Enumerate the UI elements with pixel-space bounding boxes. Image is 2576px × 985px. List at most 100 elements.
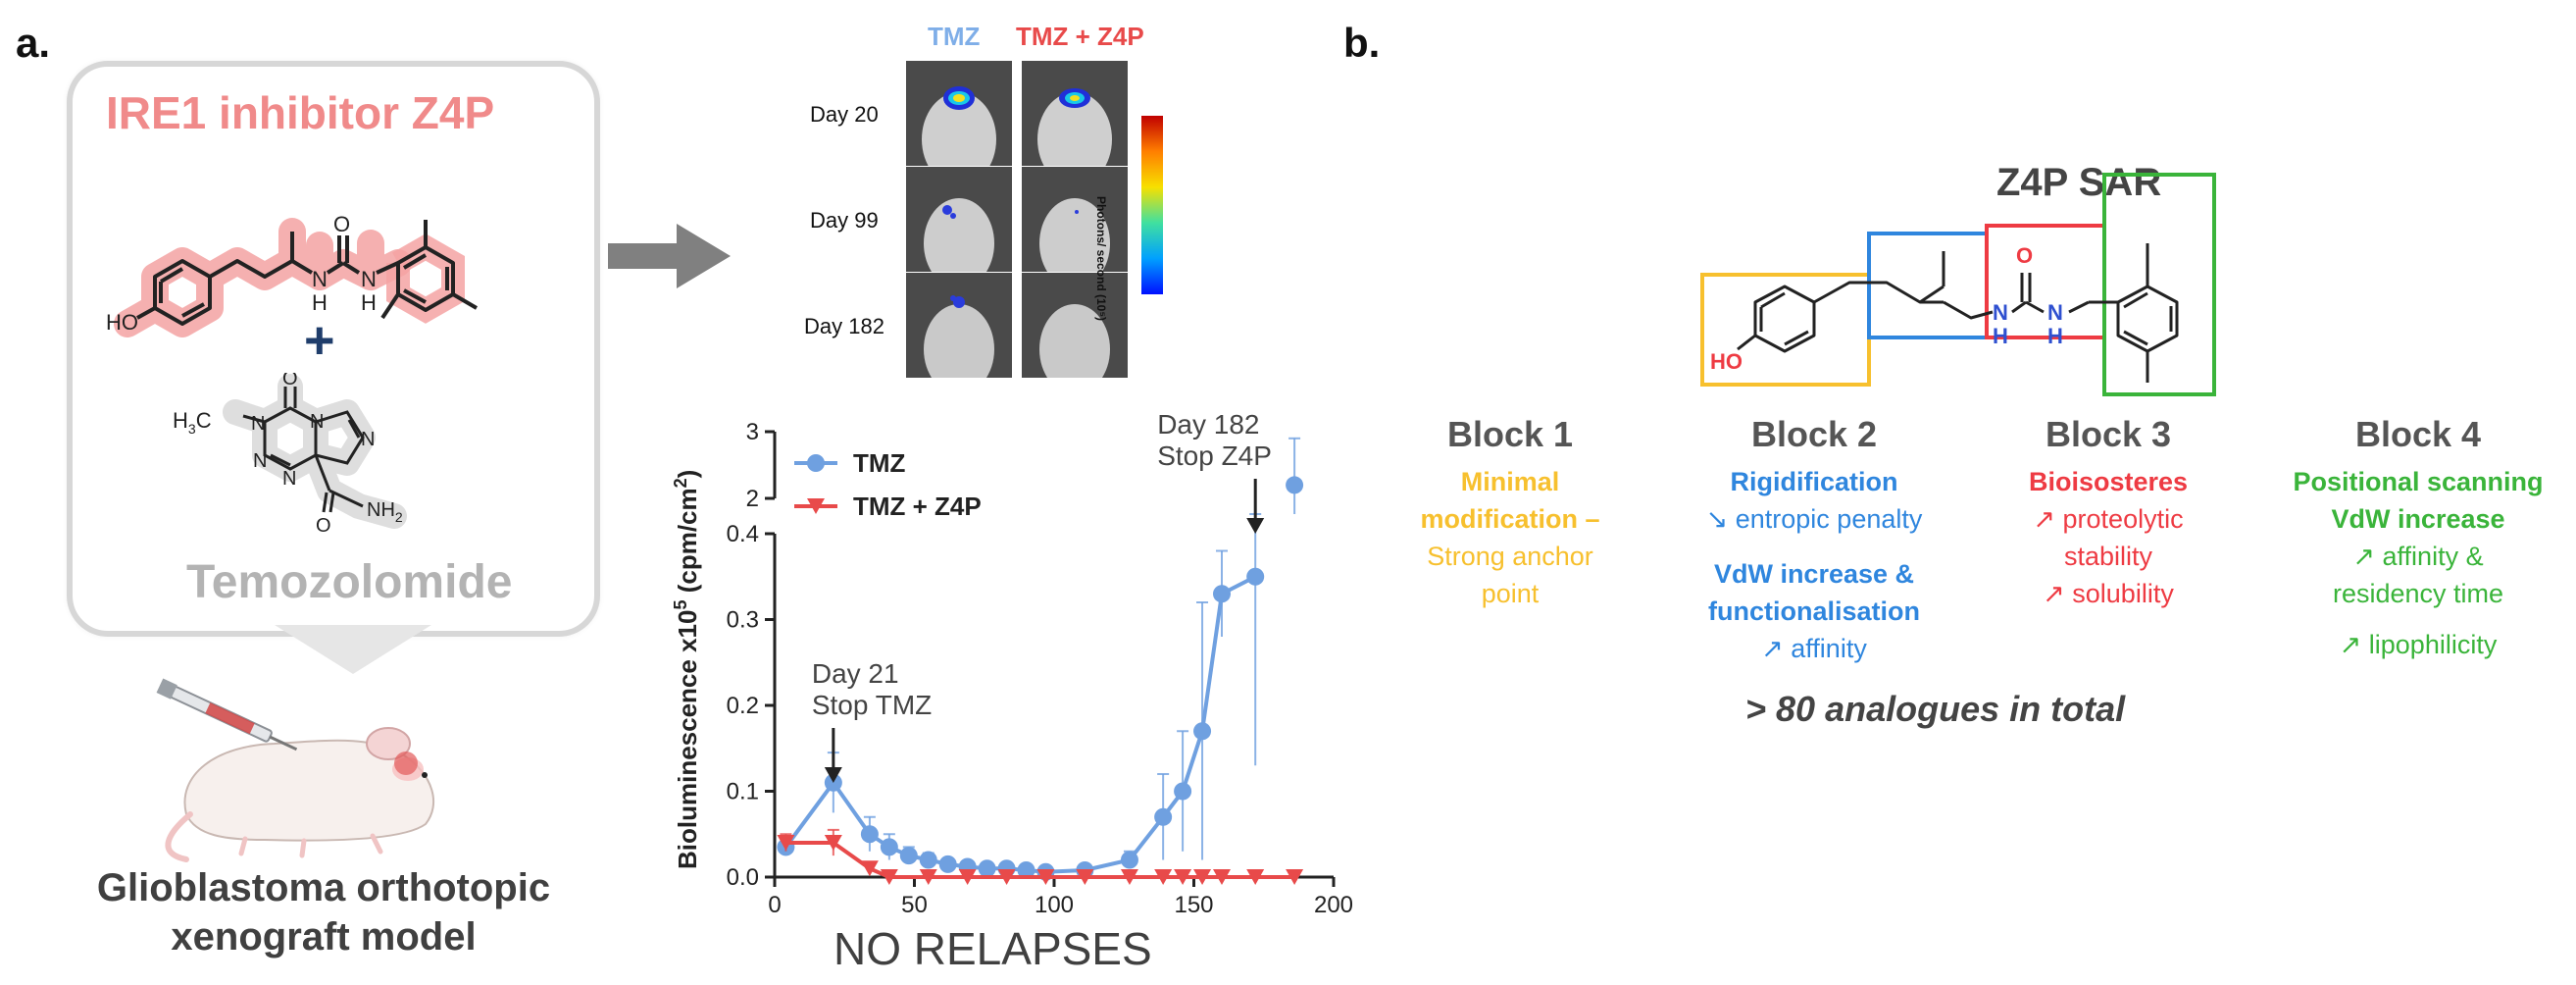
y-axis-label-part: 2 (671, 478, 690, 488)
z4p-structure: HO N H N H O (106, 212, 479, 337)
data-point-1 (1154, 869, 1173, 885)
block-4-line-2: residency time (2332, 579, 2504, 608)
y-axis-label-part: 5 (671, 600, 690, 610)
data-point-0 (1017, 861, 1035, 879)
data-point-0 (880, 838, 898, 856)
mouse-illustration (156, 678, 434, 862)
imaging-col-tmz: TMZ (928, 22, 981, 51)
block-4-heading-2: VdW increase (2331, 504, 2505, 534)
y-tick-label: 0.2 (727, 693, 759, 719)
block-2: Block 2 Rigidification ↘ entropic penalt… (1667, 414, 1961, 667)
sar-o-atom: O (2016, 243, 2033, 268)
legend-marker-1 (807, 498, 825, 514)
drug-combination-box (67, 61, 600, 637)
annotation-arrowhead-1 (1246, 518, 1265, 534)
no-relapses-text: NO RELAPSES (833, 923, 1152, 974)
y-tick-label-upper: 2 (746, 486, 759, 512)
data-point-1 (1286, 869, 1304, 885)
colorbar-label: Photons/ second (10⁵) (1094, 196, 1108, 321)
colorbar (1141, 116, 1163, 294)
imaging-row-day182: Day 182 (804, 314, 884, 338)
model-title: Glioblastoma orthotopic xenograft model (39, 863, 608, 961)
block-1-heading-2: modification – (1420, 504, 1600, 534)
tmz-h3c-atom: H3C (173, 408, 212, 437)
bioluminescence-chart: 0501001502000.00.10.20.30.423DaysBiolumi… (671, 409, 1353, 918)
data-point-1 (1120, 869, 1138, 885)
inhibitor-title: IRE1 inhibitor Z4P (106, 87, 495, 138)
y-axis-label-part: ) (673, 470, 702, 479)
legend-label-0: TMZ (853, 448, 906, 478)
model-line-1: Glioblastoma orthotopic (96, 866, 551, 909)
annotation-0-line-1: Stop TMZ (812, 690, 932, 720)
z4p-h2-atom: H (361, 290, 377, 315)
annotation-1-line-1: Stop Z4P (1157, 441, 1272, 471)
right-arrow (608, 224, 731, 288)
x-tick-label: 100 (1035, 892, 1074, 918)
data-point-1 (958, 869, 977, 885)
y-tick-label: 0.0 (727, 864, 759, 891)
analogues-total: > 80 analogues in total (1745, 689, 2126, 729)
data-point-1 (824, 835, 842, 851)
tmz-nh2-atom: NH2 (367, 499, 403, 525)
image-z4p-day182 (1022, 273, 1128, 378)
tmz-n-bottom-atom: N (282, 468, 296, 490)
data-point-0 (899, 847, 918, 865)
data-point-1 (880, 869, 898, 885)
data-point-1 (1076, 869, 1094, 885)
block-1-title: Block 1 (1446, 414, 1574, 454)
data-point-0 (1246, 567, 1265, 586)
block-3-line-2: stability (2063, 542, 2153, 571)
image-z4p-day20 (1022, 61, 1128, 166)
y-axis-label-part: (cpm/cm (673, 488, 702, 599)
tmz-n-imidazole-atom: N (361, 429, 375, 450)
sar-n1-atom: N (1993, 300, 2008, 325)
sar-title: Z4P SAR (1996, 161, 2162, 204)
sar-h2-atom: H (2047, 324, 2063, 348)
sar-h1-atom: H (1993, 324, 2008, 348)
block-1: Block 1 Minimal modification – Strong an… (1392, 414, 1628, 612)
panel-a-label: a. (16, 20, 51, 66)
y-tick-label: 0.1 (727, 779, 759, 805)
panel-b-label: b. (1343, 20, 1381, 66)
data-point-1 (860, 860, 879, 877)
data-point-1 (1193, 869, 1212, 885)
legend-label-1: TMZ + Z4P (853, 492, 982, 521)
tmz-n-ring-atom: N (310, 411, 324, 433)
block-1-line-2: point (1481, 579, 1540, 608)
y-axis-label: Bioluminescence x105 (cpm/cm2) (671, 470, 702, 869)
block-4-line-1: ↗ affinity & (2352, 542, 2484, 571)
data-point-1 (1174, 869, 1192, 885)
z4p-n1-atom: N (312, 267, 328, 291)
y-axis-label-part: Bioluminescence x10 (673, 610, 702, 869)
z4p-o-atom: O (333, 212, 350, 236)
data-point-0 (860, 825, 879, 844)
block-1-heading-1: Minimal (1460, 467, 1560, 496)
data-point-0 (919, 851, 937, 869)
y-tick-label: 0.3 (727, 607, 759, 634)
block-2-line-1: ↘ entropic penalty (1705, 504, 1923, 534)
block-2-heading2-1: VdW increase & (1713, 559, 1915, 589)
box-connector (275, 625, 431, 674)
data-point-1 (1246, 869, 1265, 885)
image-tmz-day20 (906, 61, 1012, 166)
imaging-col-tmz-z4p: TMZ + Z4P (1016, 22, 1144, 51)
data-point-1 (777, 835, 795, 851)
imaging-row-day20: Day 20 (810, 102, 879, 127)
model-line-2: xenograft model (171, 915, 477, 959)
x-tick-label: 200 (1314, 892, 1353, 918)
block-4: Block 4 Positional scanning VdW increase… (2271, 414, 2565, 663)
tmz-o-atom: O (282, 373, 298, 389)
data-point-1 (997, 869, 1016, 885)
x-tick-label: 150 (1174, 892, 1213, 918)
data-point-0 (1174, 782, 1192, 801)
tmz-o-amide-atom: O (316, 515, 331, 537)
image-z4p-day99 (1022, 167, 1128, 272)
y-tick-label: 0.4 (727, 521, 759, 547)
data-point-0 (1213, 585, 1231, 603)
series-line-0 (783, 574, 1257, 874)
y-tick-label-upper: 3 (746, 419, 759, 445)
block4-box (2102, 173, 2216, 396)
z4p-n2-atom: N (361, 267, 377, 291)
annotation-0-line-0: Day 21 (812, 658, 899, 689)
block-4-title: Block 4 (2354, 414, 2482, 454)
